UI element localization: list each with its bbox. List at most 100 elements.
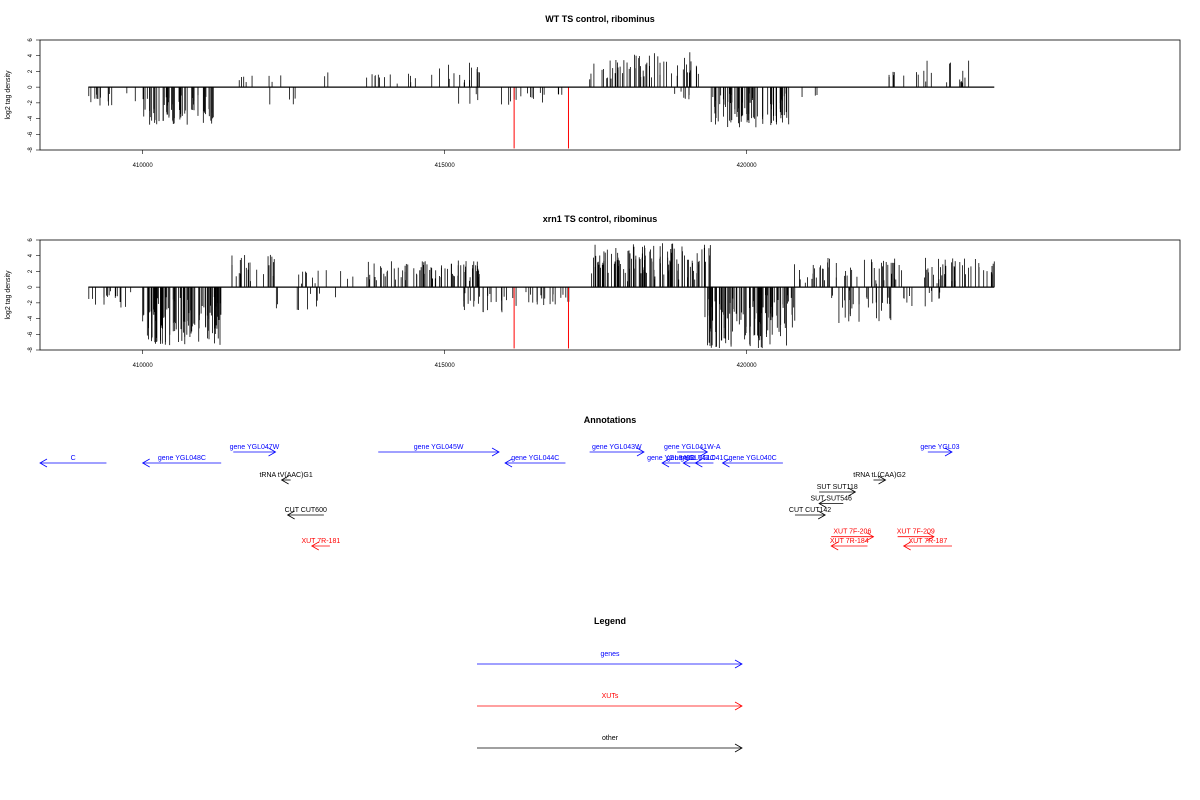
feature-arrowhead — [286, 510, 295, 520]
legend-arrowhead — [734, 659, 743, 669]
x-tick-label: 420000 — [737, 163, 758, 169]
feature-label: gene YGL044C — [511, 455, 559, 462]
annotation-feature: XUT 7R-187 — [902, 538, 952, 551]
legend-entry-genes: genes — [477, 651, 743, 669]
annotation-feature: gene YGL045W — [378, 444, 500, 457]
feature-arrowhead — [39, 458, 48, 468]
feature-label: tRNA tV(AAC)G1 — [259, 472, 312, 479]
annotation-feature: gene YGL043W — [589, 444, 645, 457]
plot-frame — [39, 39, 1181, 151]
annotation-feature: tRNA tV(AAC)G1 — [259, 472, 313, 485]
annotation-feature: C — [39, 455, 107, 468]
annotation-feature: gene YGL041W-A — [664, 444, 721, 457]
wt-density-panel: WT TS control, ribominus log2 tag density… — [5, 14, 1181, 169]
feature-arrowhead — [926, 532, 935, 542]
y-tick-label: 0 — [28, 285, 34, 289]
feature-arrowhead — [830, 541, 839, 551]
feature-label: gene YGL043W — [592, 444, 642, 451]
feature-arrowhead — [866, 532, 875, 542]
x-tick-label: 410000 — [133, 363, 154, 369]
xrn1-density-panel: xrn1 TS control, ribominus log2 tag densi… — [5, 214, 1181, 369]
legend-label: XUTs — [602, 693, 619, 700]
legend-title: Legend — [594, 616, 626, 626]
feature-arrowhead — [944, 447, 953, 457]
y-tick-label: 2 — [28, 69, 34, 73]
feature-label: gene YGL041W-A — [664, 444, 721, 451]
y-axis-label: log2 tag density — [5, 270, 12, 320]
y-tick-label: 2 — [28, 269, 34, 273]
y-tick-label: -4 — [28, 115, 34, 121]
feature-label: XUT 7R-181 — [301, 538, 340, 545]
feature-arrowhead — [817, 510, 826, 520]
y-tick-label: -8 — [28, 347, 34, 353]
annotation-feature: gene YGL041C — [680, 455, 728, 468]
annotations-title: Annotations — [584, 415, 637, 425]
feature-label: gene YGL03 — [920, 444, 959, 451]
feature-label: gene YGL045W — [414, 444, 464, 451]
feature-arrowhead — [694, 458, 703, 468]
feature-arrowhead — [141, 458, 150, 468]
legend-panel: Legend genes XUTs other — [477, 616, 743, 753]
feature-label: SUT SUT118 — [817, 484, 858, 491]
annotation-feature: XUT 7F-206 — [831, 529, 875, 542]
feature-label: XUT 7R-187 — [908, 538, 947, 545]
feature-label: SUT SUT546 — [810, 496, 852, 503]
annotation-feature: XUT 7R-184 — [830, 538, 869, 551]
y-tick-label: -6 — [28, 331, 34, 337]
legend-label: other — [602, 735, 619, 742]
y-tick-label: -6 — [28, 131, 34, 137]
annotation-feature: gene YGL044C — [504, 455, 566, 468]
annotation-feature: gene YGL048C — [141, 455, 222, 468]
feature-label: C — [71, 455, 76, 462]
y-tick-label: 4 — [28, 53, 34, 57]
annotation-feature: gene YGL03 — [920, 444, 960, 457]
feature-label: gene YGL047W — [230, 444, 280, 451]
annotation-feature: gene YGL040C — [721, 455, 783, 468]
y-tick-label: -4 — [28, 315, 34, 321]
density-bars — [88, 52, 970, 128]
x-tick-label: 420000 — [737, 363, 758, 369]
annotation-feature: gene YGL047W — [230, 444, 280, 457]
legend-arrowhead — [734, 701, 743, 711]
annotation-feature: SUT SUT546 — [810, 496, 852, 508]
annotations-panel: Annotations C gene YGL048C gene YGL047W tRNA… — [39, 415, 960, 551]
y-tick-label: -2 — [28, 100, 34, 106]
x-tick-label: 415000 — [435, 363, 456, 369]
feature-label: XUT 7F-206 — [833, 529, 871, 536]
panel-title: WT TS control, ribominus — [545, 14, 655, 24]
feature-label: XUT 7R-184 — [830, 538, 869, 545]
feature-arrowhead — [268, 447, 277, 457]
legend-entry-XUTs: XUTs — [477, 693, 743, 711]
feature-arrowhead — [848, 487, 857, 497]
feature-arrowhead — [661, 458, 670, 468]
feature-arrowhead — [280, 475, 289, 485]
y-tick-label: 6 — [28, 238, 34, 242]
annotation-feature: gene YGL042C — [647, 455, 695, 468]
feature-arrowhead — [818, 499, 827, 508]
annotation-feature: tRNA tL(CAA)G2 — [853, 472, 906, 485]
y-tick-label: -8 — [28, 147, 34, 153]
annotation-feature: SUT SUT118 — [817, 484, 858, 497]
x-tick-label: 415000 — [435, 163, 456, 169]
feature-label: gene YGL040C — [729, 455, 777, 462]
y-tick-label: 6 — [28, 38, 34, 42]
feature-arrowhead — [636, 447, 645, 457]
legend-label: genes — [600, 651, 620, 658]
y-tick-label: 0 — [28, 85, 34, 89]
feature-label: XUT 7F-209 — [897, 529, 935, 536]
feature-label: gene YGL041C — [680, 455, 728, 462]
feature-label: gene YGL048C — [158, 455, 206, 462]
feature-arrowhead — [700, 447, 709, 457]
feature-arrowhead — [878, 475, 887, 485]
feature-arrowhead — [491, 447, 500, 457]
feature-label: gene YGL042C — [647, 455, 695, 462]
feature-label: tRNA tL(CAA)G2 — [853, 472, 906, 479]
annotation-feature: CUT CUT142 — [789, 507, 831, 520]
legend-entry-other: other — [477, 735, 743, 753]
feature-arrowhead — [721, 458, 730, 468]
panel-title: xrn1 TS control, ribominus — [543, 214, 658, 224]
x-tick-label: 410000 — [133, 163, 154, 169]
annotation-feature: XUT 7R-181 — [301, 538, 340, 551]
feature-label: CUT CUT600 — [285, 507, 327, 514]
